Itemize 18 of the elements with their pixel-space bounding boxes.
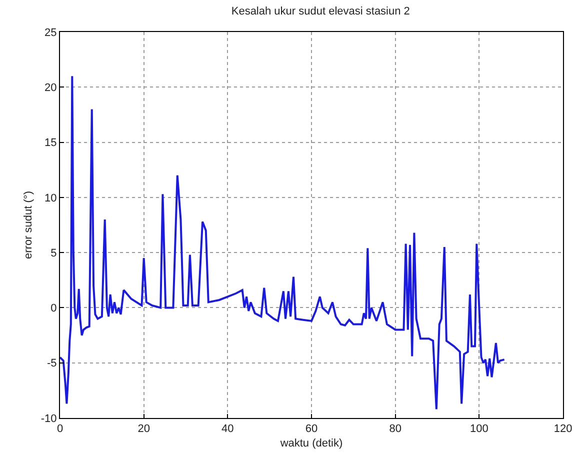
y-tick-label: 10 — [44, 192, 57, 204]
x-tick-label: 60 — [305, 423, 318, 436]
y-axis-title: error sudut (°) — [22, 191, 35, 259]
y-tick-label: 0 — [50, 302, 57, 315]
x-tick-label: 100 — [470, 423, 488, 436]
y-tick-label: 5 — [50, 247, 57, 260]
x-axis-title: waktu (detik) — [279, 437, 343, 450]
line-series — [60, 75, 506, 410]
y-tick-label: 25 — [44, 26, 57, 39]
x-tick-label: 40 — [222, 423, 234, 436]
y-tick-label: -5 — [47, 358, 57, 370]
chart-title: Kesalah ukur sudut elevasi stasiun 2 — [231, 6, 410, 18]
x-tick-label: 80 — [389, 423, 402, 436]
y-tick-label: -10 — [40, 412, 57, 425]
y-tick-label: 15 — [44, 137, 57, 150]
x-tick-label: 120 — [554, 423, 572, 436]
y-tick-label: 20 — [44, 82, 57, 94]
x-tick-label: 20 — [138, 423, 150, 436]
